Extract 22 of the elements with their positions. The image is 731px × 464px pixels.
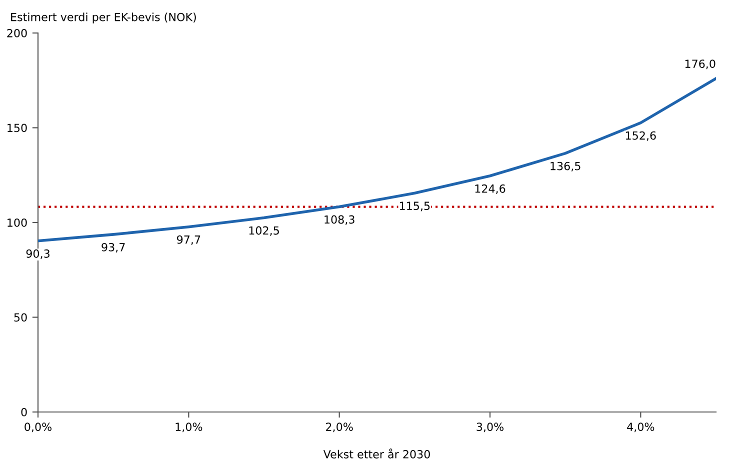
data-label: 115,5 bbox=[400, 202, 430, 212]
data-label: 102,5 bbox=[249, 226, 279, 236]
x-tick-label: 1,0% bbox=[176, 422, 202, 432]
y-tick-label: 0 bbox=[21, 408, 27, 416]
y-tick-label: 50 bbox=[14, 313, 27, 322]
x-axis-title: Vekst etter år 2030 bbox=[323, 448, 430, 458]
data-label: 136,5 bbox=[550, 162, 580, 172]
data-label: 152,6 bbox=[626, 131, 656, 141]
data-label: 97,7 bbox=[176, 235, 200, 245]
x-tick-label: 4,0% bbox=[627, 422, 654, 432]
y-tick-label: 200 bbox=[7, 28, 27, 38]
y-axis-title: Estimert verdi per EK-bevis (NOK) bbox=[11, 12, 196, 24]
x-tick-label: 3,0% bbox=[476, 422, 504, 432]
y-tick-label: 150 bbox=[8, 124, 27, 132]
data-label: 93,7 bbox=[102, 242, 125, 253]
y-tick-label: 100 bbox=[8, 218, 27, 227]
data-label: 176,0 bbox=[685, 60, 716, 70]
data-label: 90,3 bbox=[26, 249, 50, 259]
x-tick-label: 0,0% bbox=[24, 422, 52, 432]
data-label: 108,3 bbox=[324, 215, 354, 225]
data-label: 124,6 bbox=[475, 184, 506, 194]
x-tick-label: 2,0% bbox=[326, 422, 353, 432]
